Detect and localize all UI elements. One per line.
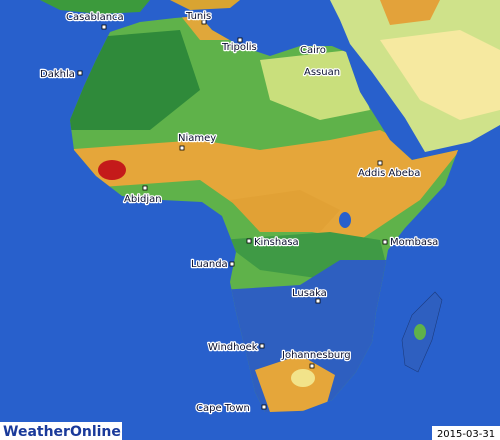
orange-band <box>70 130 458 240</box>
arabia-warm <box>380 0 440 25</box>
city-label: Johannesburg <box>281 350 351 361</box>
arabia-dry <box>380 30 500 120</box>
city-marker <box>319 47 325 53</box>
date: 2015-03-31 <box>437 429 495 440</box>
city-label: Tunis <box>185 11 211 22</box>
city-label: Addis Abeba <box>358 168 420 179</box>
city-marker <box>77 70 83 76</box>
europe <box>170 0 240 10</box>
orange-band <box>230 190 340 232</box>
city-marker <box>309 363 315 369</box>
city-label: Lusaka <box>292 288 327 299</box>
city-label: Cape Town <box>196 403 250 414</box>
europe <box>40 0 150 14</box>
city-marker <box>229 261 235 267</box>
lake <box>339 212 351 228</box>
city-label: Casablanca <box>66 12 124 23</box>
light-zone <box>260 50 370 120</box>
logo: WeatherOnline <box>3 424 121 440</box>
madagascar-zone <box>414 324 426 340</box>
city-marker <box>142 185 148 191</box>
yellow-zone <box>291 369 315 387</box>
city-label: Mombasa <box>390 237 438 248</box>
city-marker <box>179 145 185 151</box>
city-marker <box>377 160 383 166</box>
date-box <box>432 426 500 440</box>
logo-box <box>0 422 122 440</box>
city-marker <box>261 404 267 410</box>
city-label: Windhoek <box>208 342 258 353</box>
city-marker <box>331 69 337 75</box>
city-label: Kinshasa <box>254 237 299 248</box>
city-label: Tripolis <box>221 42 257 53</box>
city-marker <box>237 37 243 43</box>
city-marker <box>382 239 388 245</box>
city-marker <box>201 19 207 25</box>
city-marker <box>259 343 265 349</box>
cities: Casablanca Tunis Tripolis Cairo Assuan Dakhla… <box>39 10 440 416</box>
city-label: Niamey <box>178 133 216 144</box>
city-label: Abidjan <box>124 194 162 205</box>
city-marker <box>101 24 107 30</box>
city-label: Cairo <box>300 45 326 56</box>
city-label: Luanda <box>191 259 228 270</box>
city-label: Assuan <box>304 67 340 78</box>
city-marker <box>246 238 252 244</box>
city-marker <box>315 298 321 304</box>
hot-spot <box>98 160 126 180</box>
city-label: Dakhla <box>40 69 75 80</box>
